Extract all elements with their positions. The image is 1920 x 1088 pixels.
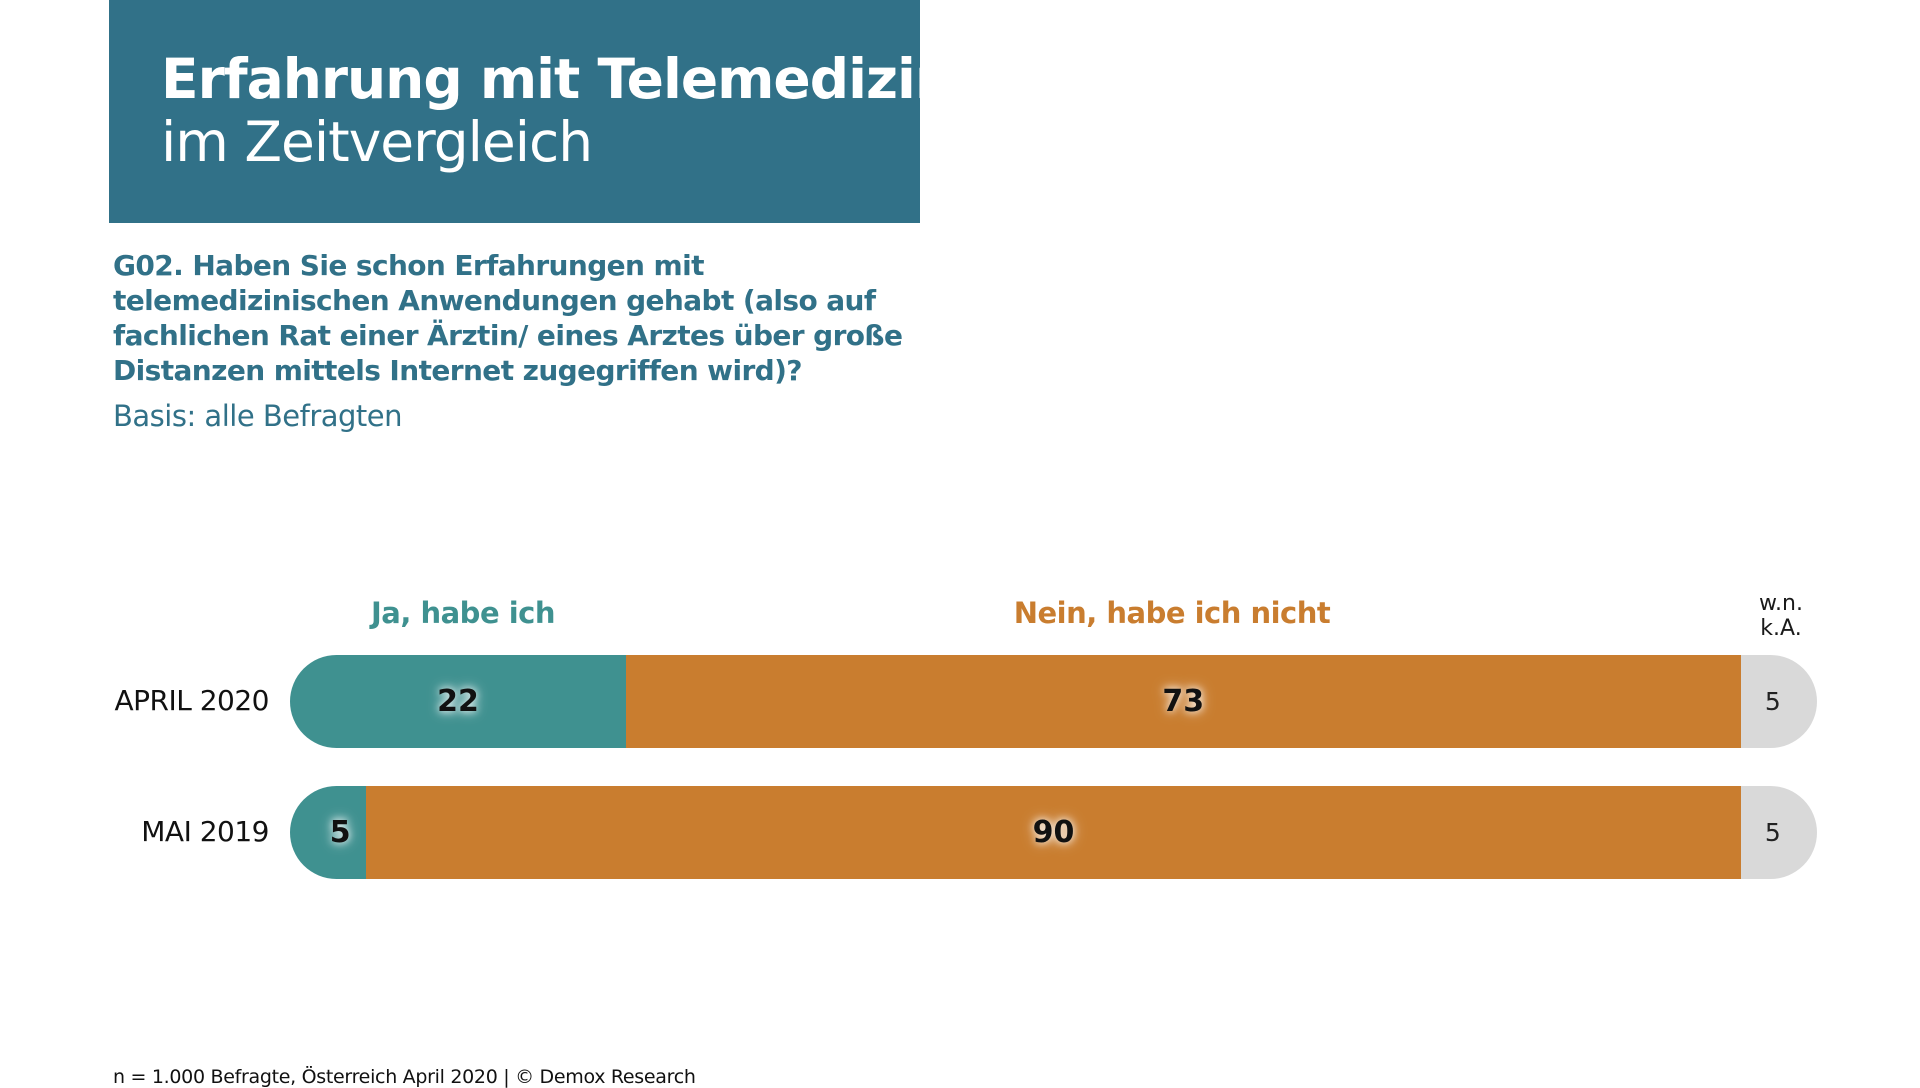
value-label-wn-ka: 5	[1764, 818, 1781, 847]
value-label-nein: 73	[1162, 684, 1205, 719]
bar-april-2020: 22 73 5	[290, 655, 1817, 748]
segment-wn-ka: 5	[1740, 786, 1817, 879]
row-label-april-2020: APRIL 2020	[114, 684, 269, 717]
page-subtitle: im Zeitvergleich	[161, 110, 593, 175]
survey-question: G02. Haben Sie schon Erfahrungen mit tel…	[113, 249, 903, 387]
survey-basis: Basis: alle Befragten	[113, 399, 403, 433]
value-label-ja: 22	[437, 684, 479, 719]
segment-nein: 73	[625, 655, 1741, 748]
title-banner: Erfahrung mit Telemedizin im Zeitverglei…	[109, 0, 954, 223]
legend-nein: Nein, habe ich nicht	[1013, 596, 1331, 630]
row-label-mai-2019: MAI 2019	[141, 815, 269, 848]
segment-ja: 5	[290, 786, 367, 879]
legend-wn-label: w.n.	[1759, 591, 1803, 616]
legend-ka-label: k.A.	[1760, 616, 1802, 641]
page-title: Erfahrung mit Telemedizin	[161, 47, 954, 111]
segment-nein: 90	[366, 786, 1741, 879]
value-label-wn-ka: 5	[1764, 687, 1781, 716]
legend-wn-ka: w.n. k.A.	[1759, 591, 1803, 641]
footer-source: n = 1.000 Befragte, Österreich April 202…	[113, 1066, 696, 1088]
segment-ja: 22	[290, 655, 626, 748]
value-label-ja: 5	[329, 815, 351, 850]
value-label-nein: 90	[1032, 815, 1075, 850]
segment-wn-ka: 5	[1740, 655, 1817, 748]
bar-mai-2019: 5 90 5	[290, 786, 1817, 879]
legend-ja: Ja, habe ich	[371, 596, 556, 630]
